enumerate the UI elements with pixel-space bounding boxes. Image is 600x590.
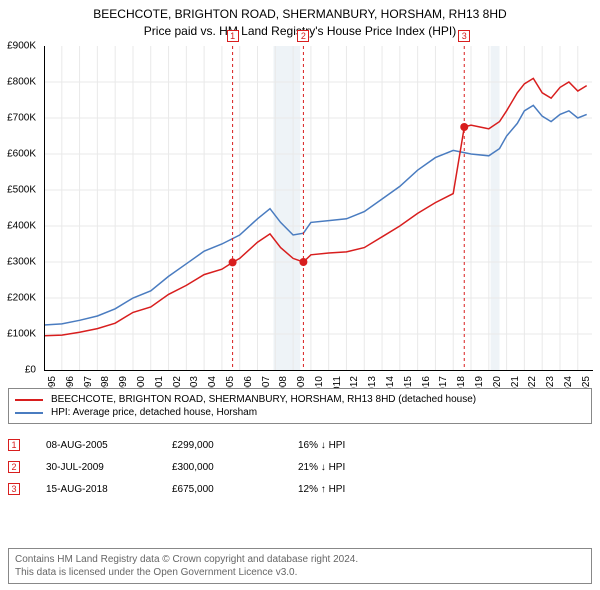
- table-row: 1 08-AUG-2005 £299,000 16% ↓ HPI: [8, 434, 592, 456]
- sale-pct: 21% ↓ HPI: [298, 462, 418, 473]
- marker-1-icon: 1: [8, 439, 20, 451]
- sale-price: £300,000: [172, 462, 292, 473]
- y-tick-label: £100K: [7, 329, 36, 340]
- y-tick-label: £200K: [7, 293, 36, 304]
- sale-price: £675,000: [172, 484, 292, 495]
- footnote: Contains HM Land Registry data © Crown c…: [8, 548, 592, 584]
- marker-2-box: 2: [297, 30, 309, 42]
- marker-2-icon: 2: [8, 461, 20, 473]
- y-tick-label: £900K: [7, 41, 36, 52]
- sale-date: 08-AUG-2005: [26, 440, 166, 451]
- legend-label-hpi: HPI: Average price, detached house, Hors…: [51, 407, 257, 418]
- footnote-line1: Contains HM Land Registry data © Crown c…: [15, 553, 585, 566]
- legend-swatch-subject: [15, 399, 43, 401]
- sale-pct: 12% ↑ HPI: [298, 484, 418, 495]
- y-tick-label: £400K: [7, 221, 36, 232]
- table-row: 3 15-AUG-2018 £675,000 12% ↑ HPI: [8, 478, 592, 500]
- legend-row-subject: BEECHCOTE, BRIGHTON ROAD, SHERMANBURY, H…: [15, 393, 585, 406]
- legend-label-subject: BEECHCOTE, BRIGHTON ROAD, SHERMANBURY, H…: [51, 394, 476, 405]
- marker-3-icon: 3: [8, 483, 20, 495]
- chart-area: £0£100K£200K£300K£400K£500K£600K£700K£80…: [44, 46, 592, 370]
- plot-border: [44, 46, 593, 371]
- y-tick-label: £800K: [7, 77, 36, 88]
- y-tick-label: £0: [25, 365, 36, 376]
- y-tick-label: £600K: [7, 149, 36, 160]
- y-tick-label: £500K: [7, 185, 36, 196]
- y-tick-label: £700K: [7, 113, 36, 124]
- table-row: 2 30-JUL-2009 £300,000 21% ↓ HPI: [8, 456, 592, 478]
- title-line1: BEECHCOTE, BRIGHTON ROAD, SHERMANBURY, H…: [0, 6, 600, 23]
- sale-pct: 16% ↓ HPI: [298, 440, 418, 451]
- sale-date: 15-AUG-2018: [26, 484, 166, 495]
- legend-row-hpi: HPI: Average price, detached house, Hors…: [15, 406, 585, 419]
- footnote-line2: This data is licensed under the Open Gov…: [15, 566, 585, 579]
- legend: BEECHCOTE, BRIGHTON ROAD, SHERMANBURY, H…: [8, 388, 592, 424]
- sales-table: 1 08-AUG-2005 £299,000 16% ↓ HPI 2 30-JU…: [8, 434, 592, 500]
- legend-swatch-hpi: [15, 412, 43, 414]
- sale-price: £299,000: [172, 440, 292, 451]
- sale-date: 30-JUL-2009: [26, 462, 166, 473]
- y-tick-label: £300K: [7, 257, 36, 268]
- marker-3-box: 3: [458, 30, 470, 42]
- marker-1-box: 1: [227, 30, 239, 42]
